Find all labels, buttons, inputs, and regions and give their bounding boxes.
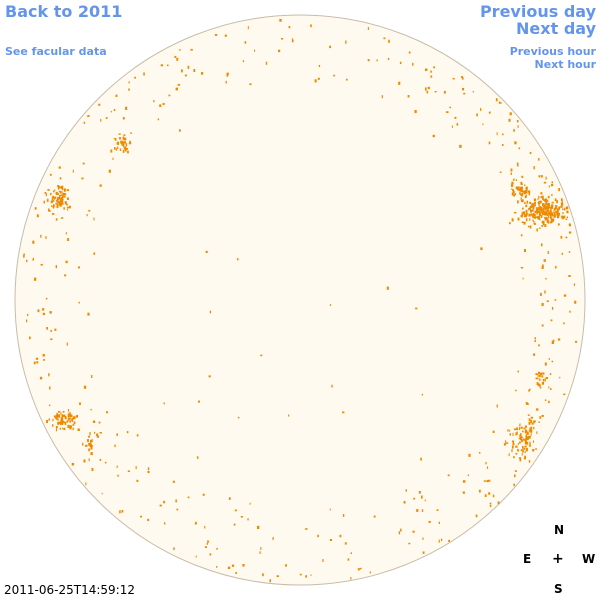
previous-hour-link[interactable]: Previous hour [509, 45, 596, 58]
compass-center-icon: + [552, 551, 564, 567]
back-to-year-link[interactable]: Back to 2011 [5, 2, 123, 21]
next-day-link[interactable]: Next day [516, 19, 596, 38]
compass-south-label: S [554, 582, 563, 596]
next-hour-link[interactable]: Next hour [534, 58, 597, 71]
see-facular-data-link[interactable]: See facular data [5, 45, 107, 58]
compass-east-label: E [523, 552, 532, 566]
faculae-layer [23, 18, 577, 583]
observation-timestamp: 2011-06-25T14:59:12 [4, 583, 135, 597]
solar-disk [14, 14, 586, 586]
compass-west-label: W [582, 552, 596, 566]
compass-north-label: N [554, 523, 565, 537]
previous-day-link[interactable]: Previous day [479, 2, 596, 21]
